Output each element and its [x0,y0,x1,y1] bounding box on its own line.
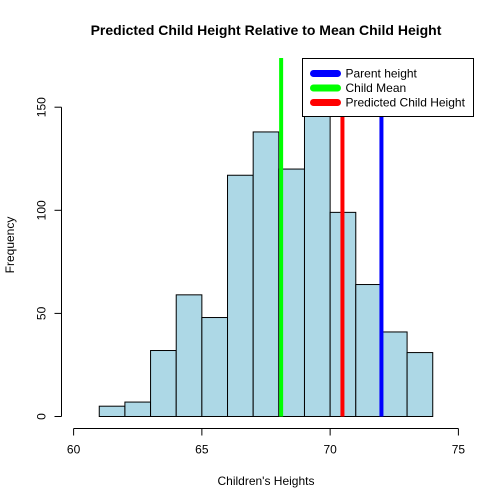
histogram-bar-63-64 [150,350,177,417]
histogram-bar-72-73 [380,331,408,418]
histogram-bar-73-74 [406,352,434,418]
histogram-bar-66-67 [227,174,254,417]
y-tick-label: 0 [35,413,49,420]
reference-lines [279,58,384,417]
legend-label-parent-height: Parent height [346,67,418,81]
legend-label-predicted-child-height: Predicted Child Height [346,96,466,110]
histogram-bar-62-63 [124,401,152,418]
histogram-bar-64-65 [175,294,203,418]
y-tick-label: 150 [35,97,49,117]
x-axis-label: Children's Heights [217,474,314,488]
y-axis-label: Frequency [3,217,17,274]
histogram-bar-61-62 [98,405,126,418]
x-tick-label: 65 [195,443,209,457]
x-tick-label: 60 [67,443,81,457]
y-tick-label: 50 [35,306,49,320]
histogram-bar-69-70 [303,71,331,418]
legend-label-child-mean: Child Mean [346,81,407,95]
histogram-bar-71-72 [355,284,382,418]
y-tick-label: 100 [35,200,49,220]
chart-title: Predicted Child Height Relative to Mean … [91,22,442,38]
y-axis: 0 50 100 150 [35,97,62,420]
histogram-bar-65-66 [201,317,229,417]
histogram-bars [98,71,434,418]
x-tick-label: 75 [452,443,466,457]
histogram-bar-67-68 [252,131,280,417]
x-axis: 60 65 70 75 [67,428,466,457]
x-tick-label: 70 [323,443,337,457]
